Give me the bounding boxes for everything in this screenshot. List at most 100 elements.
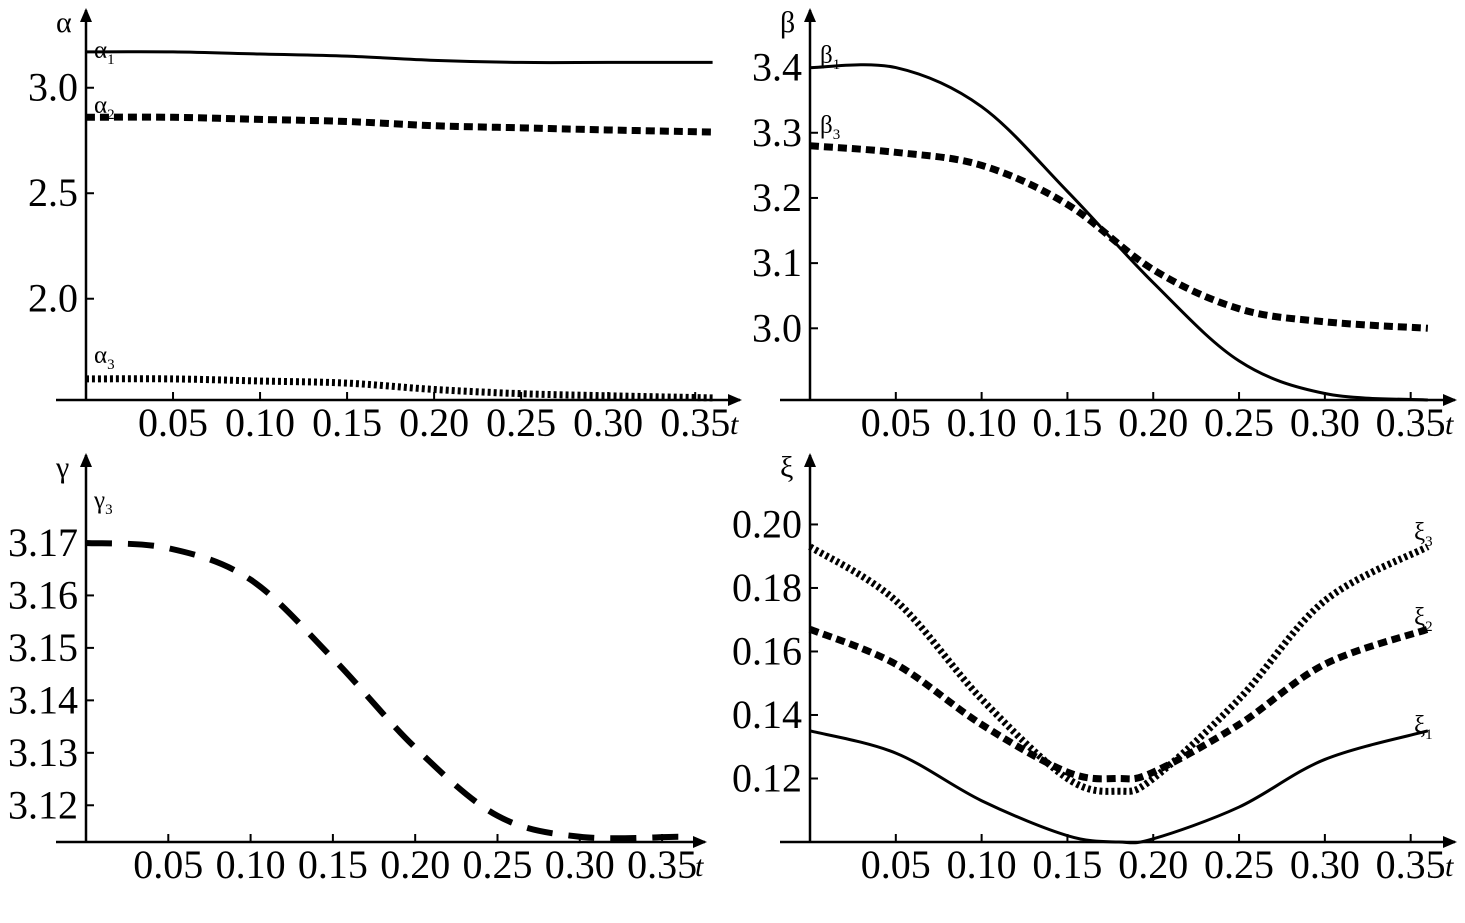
panel-alpha: α t 0.05 0.10 0.15 0.20 0.25 0.30 0.35 2.0 2.5 3.0 α…	[28, 6, 742, 445]
series-label-symbol: α	[94, 342, 107, 369]
x-tick-label: 0.10	[947, 842, 1017, 887]
x-tick-label: 0.05	[138, 400, 208, 445]
series-label-subscript: 2	[107, 107, 115, 123]
y-tick-label: 3.1	[752, 240, 802, 285]
panel-xi: ξ t 0.05 0.10 0.15 0.20 0.25 0.30 0.35 0.12 0.14 0.…	[732, 451, 1457, 887]
x-tick-label: 0.20	[1118, 400, 1188, 445]
y-tick-label: 3.14	[8, 677, 78, 722]
y-tick-label: 0.20	[732, 501, 802, 546]
x-tick-label: 0.10	[225, 400, 295, 445]
x-tick-label: 0.15	[1032, 400, 1102, 445]
series-label-symbol: β	[820, 112, 833, 139]
series-line-a3	[85, 375, 713, 402]
y-tick-label: 3.13	[8, 730, 78, 775]
y-axis-arrow	[80, 8, 92, 22]
series-label-subscript: 3	[105, 502, 113, 518]
series-label-symbol: α	[94, 37, 107, 64]
series-line-g3	[85, 539, 679, 842]
x-tick-label: 0.25	[1204, 842, 1274, 887]
x-axis-arrow	[1443, 836, 1457, 848]
y-tick-label: 2.0	[28, 276, 78, 321]
x-tick-label: 0.25	[486, 400, 556, 445]
x-tick-label: 0.25	[1204, 400, 1274, 445]
series-label-symbol: β	[820, 42, 833, 69]
y-tick-label: 3.16	[8, 572, 78, 617]
x-tick-label: 0.35	[627, 842, 697, 887]
x-tick-label: 0.05	[133, 842, 203, 887]
x-tick-label: 0.20	[1118, 842, 1188, 887]
x-axis-arrow	[728, 394, 742, 406]
series-label-x2: ξ2	[1414, 604, 1433, 635]
series-label-subscript: 3	[107, 357, 115, 373]
series-label-symbol: ξ	[1414, 519, 1425, 546]
series-label-subscript: 3	[1425, 534, 1433, 550]
series-label-subscript: 1	[833, 57, 841, 73]
x-tick-label: 0.30	[1290, 842, 1360, 887]
y-tick-label: 3.0	[28, 65, 78, 110]
series-label-x1: ξ1	[1414, 712, 1433, 743]
x-tick-label: 0.35	[1376, 842, 1446, 887]
x-tick-label: 0.10	[216, 842, 286, 887]
series-label-symbol: ξ	[1414, 712, 1425, 739]
x-tick-label: 0.05	[861, 842, 931, 887]
series-label-x3: ξ3	[1414, 519, 1433, 550]
y-tick-label: 3.12	[8, 782, 78, 827]
y-tick-label: 3.15	[8, 625, 78, 670]
x-axis-arrow	[1443, 394, 1457, 406]
series-line-a2	[85, 113, 713, 136]
x-tick-label: 0.30	[573, 400, 643, 445]
y-axis-label: γ	[55, 451, 69, 484]
x-axis-label: t	[1445, 408, 1454, 441]
series-label-a1: α1	[94, 37, 115, 68]
series-line-b1	[809, 63, 1428, 402]
y-axis-arrow	[804, 453, 816, 467]
series-label-a2: α2	[94, 92, 115, 123]
y-axis-arrow	[80, 453, 92, 467]
series-label-subscript: 2	[1425, 619, 1433, 635]
series-label-symbol: γ	[93, 487, 105, 514]
series-label-symbol: ξ	[1414, 604, 1425, 631]
panel-gamma: γ t 0.05 0.10 0.15 0.20 0.25 0.30 0.35 3.12 3.13 3.…	[8, 451, 707, 887]
series-line-b3	[809, 142, 1429, 332]
y-tick-label: 3.4	[752, 45, 802, 90]
y-tick-label: 0.12	[732, 755, 802, 800]
y-tick-label: 0.14	[732, 692, 802, 737]
x-tick-label: 0.25	[462, 842, 532, 887]
panel-beta: β t 0.05 0.10 0.15 0.20 0.25 0.30 0.35 3.0 3.1 3.2 3…	[752, 6, 1457, 445]
x-axis-arrow	[693, 836, 707, 848]
x-tick-label: 0.35	[1376, 400, 1446, 445]
x-tick-label: 0.30	[1290, 400, 1360, 445]
x-tick-label: 0.20	[380, 842, 450, 887]
series-line-x1	[809, 729, 1429, 845]
x-axis-label: t	[695, 850, 704, 883]
y-tick-label: 3.17	[8, 520, 78, 565]
x-axis-label: t	[1445, 850, 1454, 883]
series-label-subscript: 1	[107, 52, 115, 68]
series-label-subscript: 1	[1425, 727, 1433, 743]
x-tick-label: 0.30	[545, 842, 615, 887]
x-tick-label: 0.20	[399, 400, 469, 445]
series-label-a3: α3	[94, 342, 115, 373]
x-axis-label: t	[730, 408, 739, 441]
series-label-symbol: α	[94, 92, 107, 119]
x-tick-label: 0.05	[861, 400, 931, 445]
y-tick-label: 3.2	[752, 175, 802, 220]
x-tick-label: 0.15	[1032, 842, 1102, 887]
y-tick-label: 0.18	[732, 565, 802, 610]
y-axis-arrow	[804, 8, 816, 22]
y-axis-label: β	[780, 6, 795, 39]
y-tick-label: 2.5	[28, 170, 78, 215]
y-tick-label: 3.3	[752, 110, 802, 155]
series-line-x3	[808, 543, 1430, 795]
series-line-x2	[808, 625, 1429, 783]
x-tick-label: 0.35	[660, 400, 730, 445]
series-line-a1	[85, 50, 713, 65]
series-label-b1: β1	[820, 42, 840, 73]
series-label-subscript: 3	[833, 127, 841, 143]
y-tick-label: 0.16	[732, 628, 802, 673]
y-axis-label: α	[56, 6, 72, 39]
series-label-b3: β3	[820, 112, 840, 143]
x-tick-label: 0.10	[947, 400, 1017, 445]
x-tick-label: 0.15	[312, 400, 382, 445]
